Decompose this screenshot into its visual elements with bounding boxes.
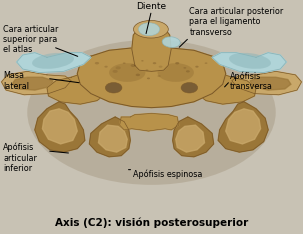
- Ellipse shape: [145, 69, 148, 71]
- Ellipse shape: [158, 63, 194, 82]
- Ellipse shape: [123, 62, 126, 64]
- Ellipse shape: [138, 23, 160, 36]
- Ellipse shape: [157, 75, 161, 77]
- Text: Diente: Diente: [136, 2, 167, 11]
- Polygon shape: [132, 25, 171, 71]
- Ellipse shape: [183, 67, 186, 69]
- Polygon shape: [176, 125, 205, 152]
- Text: Masa
lateral: Masa lateral: [3, 71, 29, 91]
- Ellipse shape: [159, 66, 162, 68]
- Polygon shape: [77, 48, 226, 108]
- Polygon shape: [42, 109, 77, 144]
- Text: Apófisis espinosa: Apófisis espinosa: [133, 170, 203, 179]
- Text: Apófisis
articular
inferior: Apófisis articular inferior: [3, 143, 37, 173]
- Text: Cara articular posterior
para el ligamento
transverso: Cara articular posterior para el ligamen…: [189, 7, 284, 37]
- Text: Axis (C2): visión posterosuperior: Axis (C2): visión posterosuperior: [55, 218, 248, 228]
- Polygon shape: [35, 102, 85, 152]
- Ellipse shape: [186, 70, 190, 73]
- Polygon shape: [89, 117, 130, 157]
- Ellipse shape: [136, 74, 140, 76]
- Ellipse shape: [141, 60, 144, 62]
- Ellipse shape: [136, 55, 167, 69]
- Ellipse shape: [95, 62, 99, 64]
- Ellipse shape: [175, 62, 179, 64]
- Text: Cara articular
superior para
el atlas: Cara articular superior para el atlas: [3, 25, 58, 54]
- Ellipse shape: [162, 37, 180, 48]
- Ellipse shape: [109, 63, 145, 82]
- Ellipse shape: [27, 40, 276, 185]
- Ellipse shape: [112, 70, 118, 73]
- Ellipse shape: [229, 53, 271, 69]
- Polygon shape: [47, 74, 106, 104]
- Ellipse shape: [181, 83, 198, 93]
- Ellipse shape: [104, 66, 108, 68]
- Polygon shape: [212, 53, 286, 73]
- Polygon shape: [197, 74, 256, 104]
- Ellipse shape: [195, 66, 199, 68]
- Text: Apófisis
transversa: Apófisis transversa: [230, 71, 273, 91]
- Ellipse shape: [131, 64, 136, 67]
- Ellipse shape: [32, 53, 74, 69]
- Polygon shape: [2, 71, 71, 95]
- Polygon shape: [120, 113, 179, 131]
- Polygon shape: [226, 109, 261, 144]
- Ellipse shape: [153, 62, 156, 64]
- Polygon shape: [17, 53, 91, 73]
- Polygon shape: [218, 102, 268, 152]
- Ellipse shape: [205, 62, 208, 64]
- Ellipse shape: [133, 20, 168, 38]
- Ellipse shape: [105, 83, 122, 93]
- Polygon shape: [232, 71, 301, 95]
- Ellipse shape: [147, 77, 150, 79]
- Polygon shape: [12, 77, 53, 90]
- Polygon shape: [98, 125, 127, 152]
- Ellipse shape: [115, 66, 121, 69]
- Polygon shape: [250, 77, 291, 90]
- Polygon shape: [173, 117, 214, 157]
